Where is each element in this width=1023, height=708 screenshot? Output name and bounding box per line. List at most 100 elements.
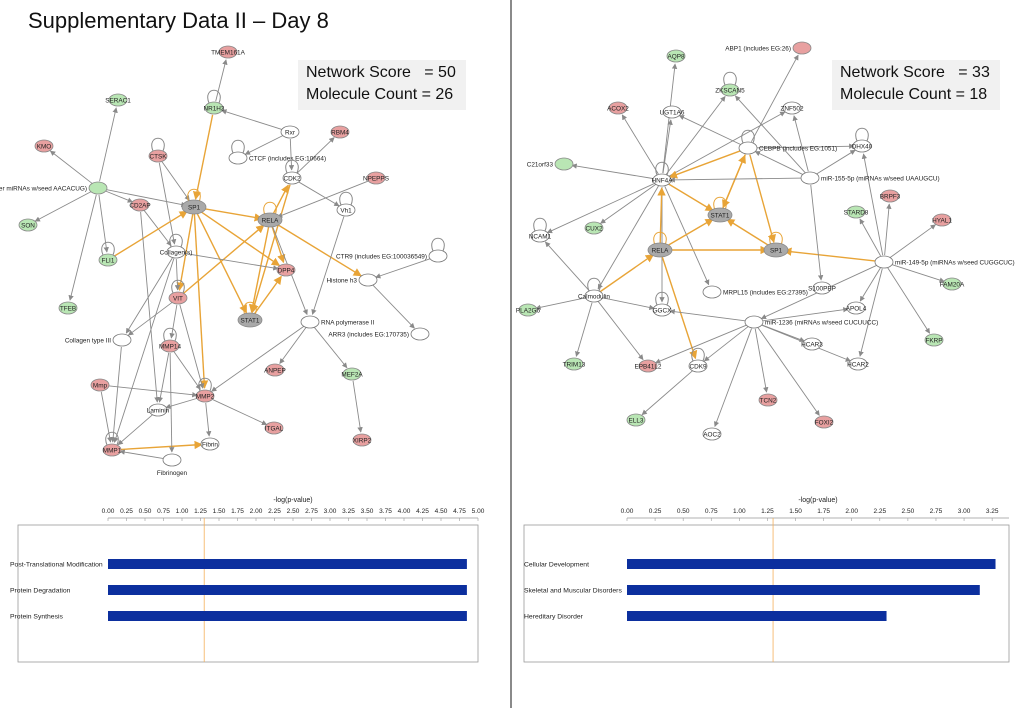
node-rnapol[interactable]: RNA polymerase II xyxy=(300,315,374,329)
node-mir1236[interactable]: miR-1236 (miRNAs w/seed CUCUUCC) xyxy=(744,315,878,329)
node-arr3[interactable]: ARR3 (includes EG:170735) xyxy=(328,327,430,341)
node-abp1[interactable]: ABP1 (includes EG:26) xyxy=(725,41,812,55)
node-dhx40[interactable]: DHX40 xyxy=(852,127,873,153)
node-mir200a[interactable]: miR-200a-3p (and other miRNAs w/seed AAC… xyxy=(0,181,108,195)
edges xyxy=(535,54,945,428)
node-ctsk[interactable]: CTSK xyxy=(148,137,168,163)
node-znf502[interactable]: ZNF502 xyxy=(780,101,804,115)
node-mmp1[interactable]: MMP1 xyxy=(102,431,122,457)
node-label: RELA xyxy=(652,248,669,255)
node-xirp2[interactable]: XIRP2 xyxy=(352,433,372,447)
node-mmp2[interactable]: MMP2 xyxy=(195,377,215,403)
node-zkscan5[interactable]: ZKSCAN5 xyxy=(715,71,745,97)
node-stat1a[interactable]: STAT1 xyxy=(237,301,263,328)
node-sp1a[interactable]: SP1 xyxy=(181,188,207,215)
node-label: MRPL15 (includes EG:27395) xyxy=(723,290,808,297)
node-mrpl15[interactable]: MRPL15 (includes EG:27395) xyxy=(702,285,808,299)
node-vit[interactable]: VIT xyxy=(168,279,188,305)
node-rbm4[interactable]: RBM4 xyxy=(330,125,350,139)
node-kmo[interactable]: KMO xyxy=(34,139,54,153)
node-laminin[interactable]: Laminin xyxy=(147,403,170,417)
node-anpep[interactable]: ANPEP xyxy=(264,363,286,377)
node-ell3[interactable]: ELL3 xyxy=(626,413,646,427)
node-stard8[interactable]: STARD8 xyxy=(844,205,869,219)
node-fam20a[interactable]: FAM20A xyxy=(940,277,965,291)
node-mir149[interactable]: miR-149-5p (miRNAs w/seed CUGGCUC) xyxy=(874,255,1015,269)
node-sp1b[interactable]: SP1 xyxy=(763,231,789,258)
node-cdk2[interactable]: CDK2 xyxy=(282,159,302,185)
node-dpp4[interactable]: DPP4 xyxy=(276,263,296,277)
node-vh1[interactable]: Vh1 xyxy=(336,191,356,217)
node-tmem161a[interactable]: TMEM161A xyxy=(211,45,246,59)
node-brpf3[interactable]: BRPF3 xyxy=(880,189,901,203)
node-tfeb[interactable]: TFEB xyxy=(58,301,78,315)
edge-sp1a-vit xyxy=(176,213,194,291)
node-hyal1[interactable]: HYAL1 xyxy=(932,213,952,227)
self-loop xyxy=(339,191,353,206)
node-fibrin[interactable]: Fibrin xyxy=(200,437,220,451)
node-cdk9[interactable]: CDK9 xyxy=(688,347,708,373)
node-cd2ap[interactable]: CD2AP xyxy=(129,198,151,212)
node-epb41l2[interactable]: EPB41L2 xyxy=(634,359,662,373)
node-nr1h3[interactable]: NR1H3 xyxy=(204,89,225,115)
node-relab[interactable]: RELA xyxy=(647,231,673,258)
node-fibrinogen[interactable]: Fibrinogen xyxy=(157,453,188,477)
node-aqp8[interactable]: AQP8 xyxy=(666,49,686,63)
node-trim13[interactable]: TRIM13 xyxy=(563,357,586,371)
node-collagen3[interactable]: Collagen type III xyxy=(65,333,132,347)
node-mef2a[interactable]: MEF2A xyxy=(341,367,363,381)
network-panel-right: ABP1 (includes EG:26) AQP8 ACOX2 ZKSCAN5 UGT… xyxy=(512,0,1023,708)
node-hcar3[interactable]: HCAR3 xyxy=(801,337,823,351)
node-rxr[interactable]: Rxr xyxy=(280,125,300,139)
node-son[interactable]: SON xyxy=(18,218,38,232)
node-c21orf33[interactable]: C21orf33 xyxy=(527,157,574,171)
node-shape xyxy=(195,389,215,403)
node-aoc2[interactable]: AOC2 xyxy=(702,427,722,441)
node-mir155[interactable]: miR-155-5p (miRNAs w/seed UAAUGCU) xyxy=(800,171,940,185)
node-relaa[interactable]: RELA xyxy=(257,201,283,228)
node-ncam1[interactable]: NCAM1 xyxy=(529,217,552,243)
node-pla2g6[interactable]: PLA2G6 xyxy=(516,303,541,317)
edge-mir149-sp1b xyxy=(783,247,878,262)
node-mmp14[interactable]: MMP14 xyxy=(159,327,181,353)
node-histoneh3[interactable]: Histone h3 xyxy=(326,273,378,287)
node-serac1[interactable]: SERAC1 xyxy=(105,93,131,107)
edge-mir155-s100pbp xyxy=(810,184,824,281)
node-stat1b[interactable]: STAT1 xyxy=(707,196,733,223)
node-s100pbp[interactable]: S100PBP xyxy=(808,281,836,295)
node-npepps[interactable]: NPEPPS xyxy=(363,171,389,185)
category-label: Post-Translational Modification xyxy=(10,562,103,569)
edge-npepps-relaa xyxy=(276,180,370,218)
node-hcar2[interactable]: HCAR2 xyxy=(847,357,869,371)
edge-mir149-fam20a xyxy=(890,263,945,283)
self-loop xyxy=(163,327,177,342)
edge-cebpb-sp1b xyxy=(749,154,776,244)
node-ggcx[interactable]: GGCX xyxy=(653,291,673,317)
edge-cebpb-hnf4a xyxy=(668,149,742,179)
self-loop xyxy=(101,241,115,256)
node-collagen[interactable]: Collagen(s) xyxy=(160,233,193,259)
node-calmodulin[interactable]: Calmodulin xyxy=(578,277,610,303)
x-tick-label: 3.25 xyxy=(342,508,355,515)
node-cux2[interactable]: CUX2 xyxy=(584,221,604,235)
node-fkrp[interactable]: FKRP xyxy=(924,333,944,347)
node-mmp[interactable]: Mmp xyxy=(90,378,110,392)
node-ctcf[interactable]: CTCF (includes EG:10664) xyxy=(228,139,326,165)
node-foxi2[interactable]: FOXI2 xyxy=(814,415,834,429)
node-hnf4a[interactable]: HNF4A xyxy=(652,161,674,187)
node-cebpb[interactable]: CEBPB (includes EG:1051) xyxy=(738,129,837,155)
node-shape xyxy=(702,285,722,299)
node-ctr9[interactable]: CTR9 (includes EG:100036549) xyxy=(336,237,448,263)
edge-relab-hnf4a xyxy=(657,187,666,244)
node-shape xyxy=(848,357,868,371)
node-shape xyxy=(702,427,722,441)
node-itgal[interactable]: ITGAL xyxy=(264,421,284,435)
category-label: Skeletal and Muscular Disorders xyxy=(524,588,622,595)
node-tcn2[interactable]: TCN2 xyxy=(758,393,778,407)
node-acox2[interactable]: ACOX2 xyxy=(607,101,629,115)
edge-relaa-histoneh3 xyxy=(275,223,362,277)
edge-nr1h3-sp1a xyxy=(192,114,214,200)
node-apol4[interactable]: APOL4 xyxy=(846,301,867,315)
node-ugt1a6[interactable]: UGT1A6 xyxy=(660,105,685,119)
node-fli1[interactable]: FLI1 xyxy=(98,241,118,267)
